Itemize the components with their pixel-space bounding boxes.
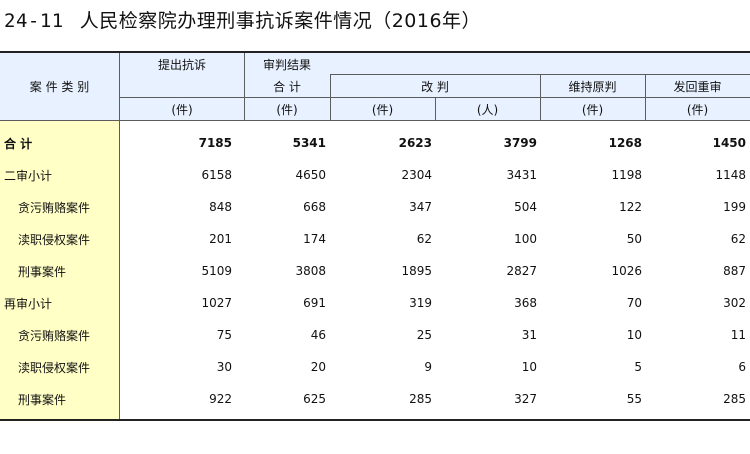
row-label: 贪污贿赂案件 (18, 200, 91, 215)
header-total: 合 计 (273, 79, 301, 94)
table-row: 渎职侵权案件 30 20 9 10 5 6 (0, 351, 750, 383)
table-cell: 368 (514, 296, 537, 310)
table-cell: 7185 (198, 136, 232, 150)
table-cell: 2827 (506, 264, 537, 278)
table-cell: 1198 (611, 168, 642, 182)
unit-label: (件) (371, 102, 394, 117)
table-cell: 3808 (295, 264, 326, 278)
table-number: 24-11 (4, 10, 64, 32)
unit-label: (人) (476, 102, 499, 117)
table-cell: 122 (619, 200, 642, 214)
table-cell: 62 (730, 232, 746, 246)
header-upheld: 维持原判 (568, 79, 617, 94)
table-cell: 62 (416, 232, 432, 246)
table-row: 二审小计 6158 4650 2304 3431 1198 1148 (0, 159, 750, 191)
unit-label: (件) (171, 102, 193, 117)
table-cell: 174 (303, 232, 326, 246)
table-cell: 50 (626, 232, 642, 246)
table-cell: 347 (409, 200, 432, 214)
header-changed: 改 判 (421, 79, 449, 94)
table-cell: 1026 (611, 264, 642, 278)
table-cell: 691 (303, 296, 326, 310)
header-results: 审判结果 (262, 57, 311, 72)
table-cell: 625 (303, 392, 326, 406)
table-row: 再审小计 1027 691 319 368 70 302 (0, 287, 750, 319)
table-cell: 6 (738, 360, 746, 374)
table-cell: 3431 (506, 168, 537, 182)
table-cell: 3799 (503, 136, 537, 150)
table-row: 刑事案件 5109 3808 1895 2827 1026 887 (0, 255, 750, 287)
table-cell: 327 (514, 392, 537, 406)
table-cell: 55 (626, 392, 642, 406)
table-cell: 668 (303, 200, 326, 214)
table-cell: 1268 (608, 136, 642, 150)
table-cell: 9 (424, 360, 432, 374)
table-header (0, 53, 750, 120)
table-row: 贪污贿赂案件 75 46 25 31 10 11 (0, 319, 750, 351)
table-cell: 922 (209, 392, 232, 406)
table-cell: 285 (409, 392, 432, 406)
table-cell: 11 (730, 328, 746, 342)
table-row: 合 计 7185 5341 2623 3799 1268 1450 (0, 127, 750, 159)
table-cell: 199 (723, 200, 746, 214)
table-cell: 1148 (715, 168, 746, 182)
header-divider (435, 97, 436, 120)
table-cell: 10 (626, 328, 642, 342)
row-label-column (0, 121, 119, 419)
unit-label: (件) (581, 102, 604, 117)
table-row: 渎职侵权案件 201 174 62 100 50 62 (0, 223, 750, 255)
table-cell: 1895 (401, 264, 432, 278)
header-bottom-line (0, 120, 750, 121)
header-category: 案 件 类 别 (29, 80, 90, 94)
table-cell: 201 (209, 232, 232, 246)
table-cell: 25 (416, 328, 432, 342)
table-cell: 4650 (295, 168, 326, 182)
bottom-rule (0, 419, 750, 421)
row-label: 刑事案件 (18, 264, 67, 279)
table-cell: 30 (216, 360, 232, 374)
unit-label: (件) (276, 102, 298, 117)
header-divider (540, 74, 541, 120)
row-label: 渎职侵权案件 (18, 232, 91, 247)
table-cell: 10 (521, 360, 537, 374)
table-cell: 1027 (201, 296, 232, 310)
page-title: 24-11 人民检察院办理刑事抗诉案件情况（2016年） (4, 6, 481, 33)
table-cell: 848 (209, 200, 232, 214)
table-row: 刑事案件 922 625 285 327 55 285 (0, 383, 750, 415)
row-label: 贪污贿赂案件 (18, 328, 91, 343)
header-retrial: 发回重审 (673, 79, 722, 94)
table-cell: 5341 (292, 136, 326, 150)
row-label: 合 计 (4, 136, 33, 151)
top-rule (0, 51, 750, 53)
stub-separator (119, 53, 120, 419)
table-row: 贪污贿赂案件 848 668 347 504 122 199 (0, 191, 750, 223)
table-cell: 319 (409, 296, 432, 310)
table-cell: 2304 (401, 168, 432, 182)
header-divider (645, 74, 646, 120)
table-cell: 20 (310, 360, 326, 374)
table-cell: 5109 (201, 264, 232, 278)
row-label: 渎职侵权案件 (18, 360, 91, 375)
table-cell: 5 (634, 360, 642, 374)
table-cell: 75 (216, 328, 232, 342)
table-cell: 46 (310, 328, 326, 342)
table-cell: 100 (514, 232, 537, 246)
header-divider (244, 53, 245, 120)
table-cell: 302 (723, 296, 746, 310)
header-filed: 提出抗诉 (157, 57, 206, 72)
table-cell: 6158 (201, 168, 232, 182)
table-cell: 1450 (712, 136, 746, 150)
table-cell: 285 (723, 392, 746, 406)
row-label: 刑事案件 (18, 392, 67, 407)
row-label: 再审小计 (4, 296, 53, 311)
table-cell: 887 (723, 264, 746, 278)
table-cell: 31 (521, 328, 537, 342)
table-title: 人民检察院办理刑事抗诉案件情况（2016年） (79, 10, 482, 32)
table-cell: 70 (626, 296, 642, 310)
table-cell: 2623 (398, 136, 432, 150)
header-divider (330, 74, 331, 120)
row-label: 二审小计 (4, 168, 53, 183)
table-cell: 504 (514, 200, 537, 214)
unit-label: (件) (686, 102, 709, 117)
